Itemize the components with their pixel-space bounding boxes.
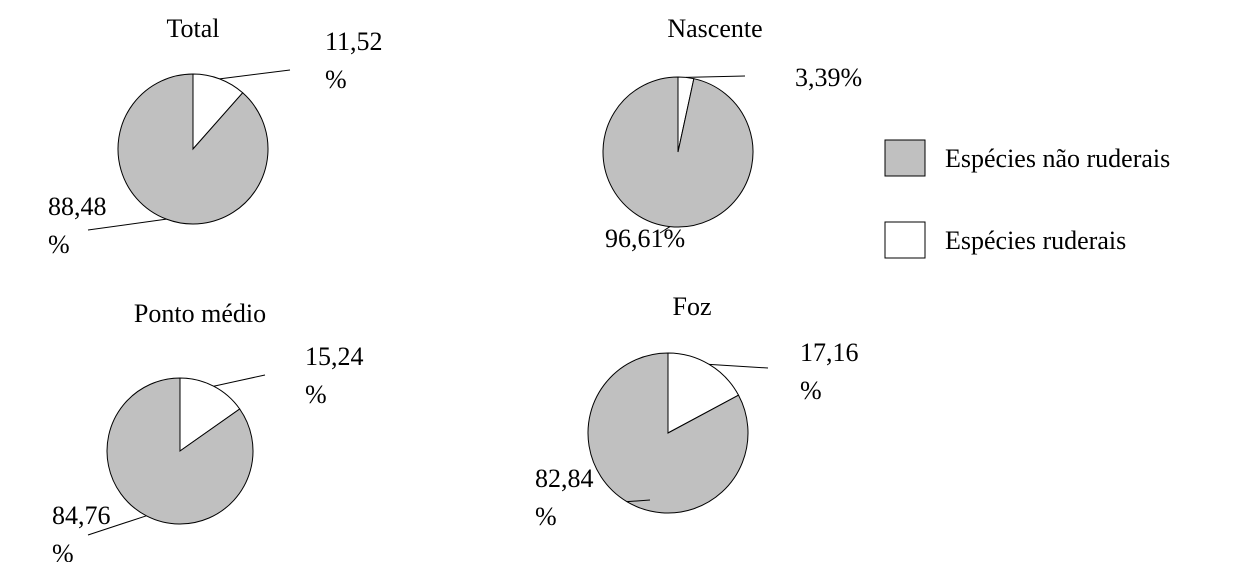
legend-label: Espécies ruderais	[945, 226, 1126, 255]
value-label: 96,61%	[605, 224, 685, 253]
pie-slice	[602, 76, 754, 228]
pie-slice	[106, 377, 254, 525]
value-label: 17,16%	[800, 338, 859, 405]
leader-line	[626, 499, 651, 503]
value-label: 88,48%	[48, 192, 107, 259]
value-label: 11,52%	[325, 27, 383, 94]
value-label: 82,84%	[535, 464, 594, 531]
value-label: 84,76%	[52, 501, 111, 562]
leader-line	[219, 69, 291, 80]
pie-slice	[667, 352, 740, 434]
pie-slice	[117, 73, 269, 225]
chart-title: Ponto médio	[134, 299, 266, 328]
leader-line	[659, 226, 671, 234]
value-label: 15,24%	[305, 342, 364, 409]
pie-slice	[587, 352, 749, 514]
value-label: 3,39%	[795, 63, 862, 92]
leader-line	[709, 363, 769, 369]
chart-title: Total	[166, 14, 219, 43]
legend-label: Espécies não ruderais	[945, 144, 1170, 173]
chart-title: Foz	[673, 292, 712, 321]
leader-line	[87, 515, 147, 536]
legend-swatch	[884, 139, 926, 177]
legend-swatch	[884, 221, 926, 259]
leader-line	[213, 374, 266, 387]
leader-line	[87, 218, 167, 231]
chart-title: Nascente	[667, 14, 762, 43]
leader-line	[685, 75, 746, 78]
